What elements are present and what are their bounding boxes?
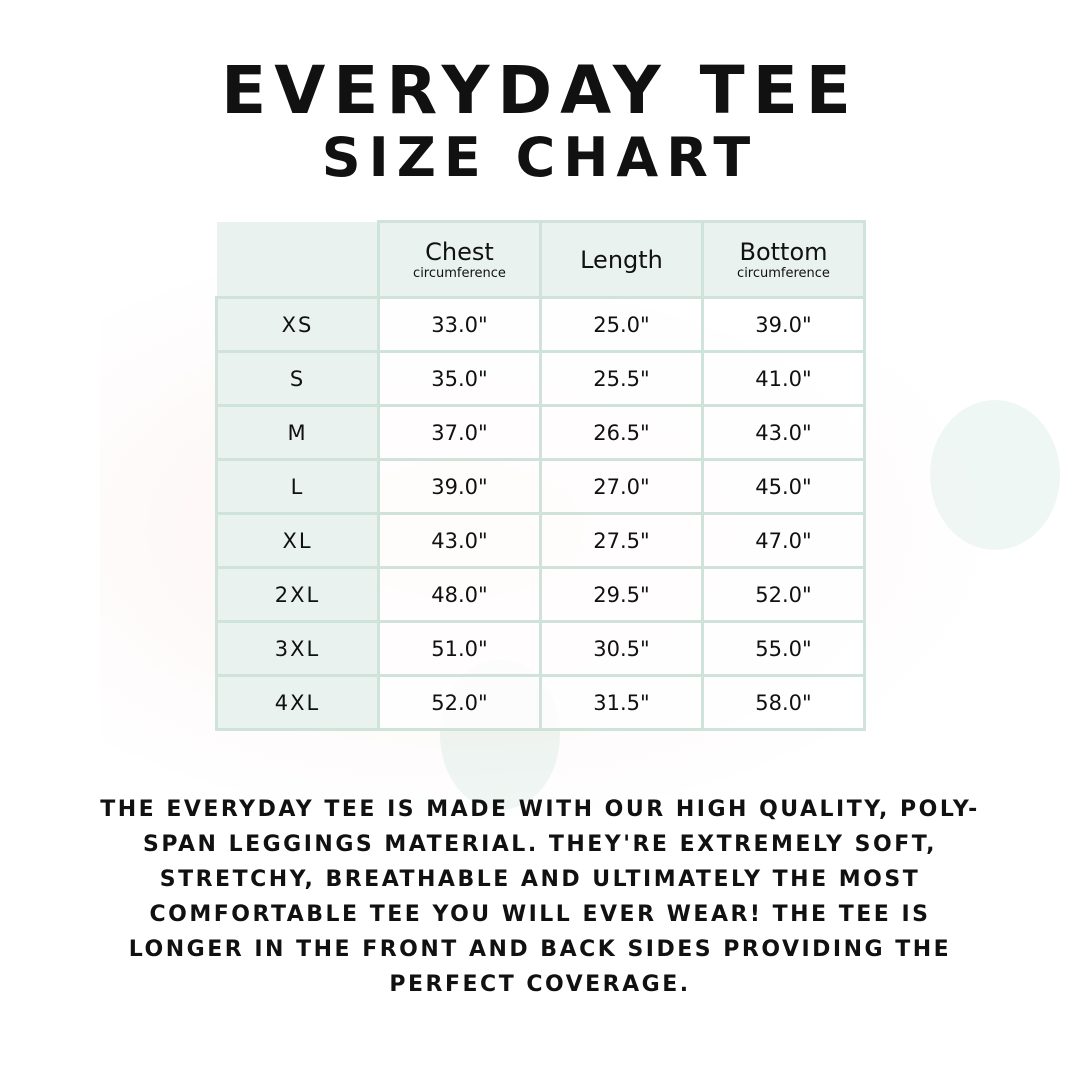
header-sublabel: circumference <box>413 266 506 281</box>
corner-cell <box>216 221 379 298</box>
measurement-cell: 43.0" <box>701 404 866 461</box>
size-cell: M <box>215 404 380 461</box>
table-row: 3XL 51.0" 30.5" 55.0" <box>215 620 866 677</box>
header-row: Chest circumference Length Bottom circumfe… <box>216 220 866 299</box>
measurement-cell: 45.0" <box>701 458 866 515</box>
size-cell: XS <box>215 296 380 353</box>
measurement-cell: 37.0" <box>377 404 542 461</box>
measurement-cell: 55.0" <box>701 620 866 677</box>
title-line-2: SIZE CHART <box>321 126 759 189</box>
header-label: Bottom <box>739 238 828 266</box>
measurement-cell: 48.0" <box>377 566 542 623</box>
measurement-cell: 52.0" <box>377 674 542 731</box>
measurement-cell: 31.5" <box>539 674 704 731</box>
measurement-cell: 27.0" <box>539 458 704 515</box>
size-cell: 3XL <box>215 620 380 677</box>
header-label: Chest <box>425 238 494 266</box>
header-sublabel: circumference <box>737 266 830 281</box>
size-cell: 4XL <box>215 674 380 731</box>
table-row: S 35.0" 25.5" 41.0" <box>215 350 866 407</box>
size-cell: 2XL <box>215 566 380 623</box>
measurement-cell: 39.0" <box>377 458 542 515</box>
description: The Everyday Tee is made with our high q… <box>100 797 980 997</box>
measurement-cell: 39.0" <box>701 296 866 353</box>
cactus-decoration <box>930 400 1060 550</box>
measurement-cell: 52.0" <box>701 566 866 623</box>
measurement-cell: 47.0" <box>701 512 866 569</box>
measurement-cell: 26.5" <box>539 404 704 461</box>
table-row: L 39.0" 27.0" 45.0" <box>215 458 866 515</box>
measurement-cell: 35.0" <box>377 350 542 407</box>
table-row: XL 43.0" 27.5" 47.0" <box>215 512 866 569</box>
measurement-cell: 30.5" <box>539 620 704 677</box>
measurement-cell: 58.0" <box>701 674 866 731</box>
header-chest: Chest circumference <box>377 220 542 299</box>
size-cell: L <box>215 458 380 515</box>
table-row: M 37.0" 26.5" 43.0" <box>215 404 866 461</box>
measurement-cell: 25.0" <box>539 296 704 353</box>
header-length: Length <box>539 220 704 299</box>
measurement-cell: 41.0" <box>701 350 866 407</box>
measurement-cell: 51.0" <box>377 620 542 677</box>
header-bottom: Bottom circumference <box>701 220 866 299</box>
header-label: Length <box>580 245 663 274</box>
table-row: XS 33.0" 25.0" 39.0" <box>215 296 866 353</box>
table-row: 4XL 52.0" 31.5" 58.0" <box>215 674 866 731</box>
size-cell: S <box>215 350 380 407</box>
table-row: 2XL 48.0" 29.5" 52.0" <box>215 566 866 623</box>
title-line-1: EVERYDAY TEE <box>221 52 859 129</box>
measurement-cell: 43.0" <box>377 512 542 569</box>
measurement-cell: 33.0" <box>377 296 542 353</box>
measurement-cell: 27.5" <box>539 512 704 569</box>
measurement-cell: 29.5" <box>539 566 704 623</box>
size-table: Chest circumference Length Bottom circumfe… <box>215 220 866 731</box>
measurement-cell: 25.5" <box>539 350 704 407</box>
size-cell: XL <box>215 512 380 569</box>
